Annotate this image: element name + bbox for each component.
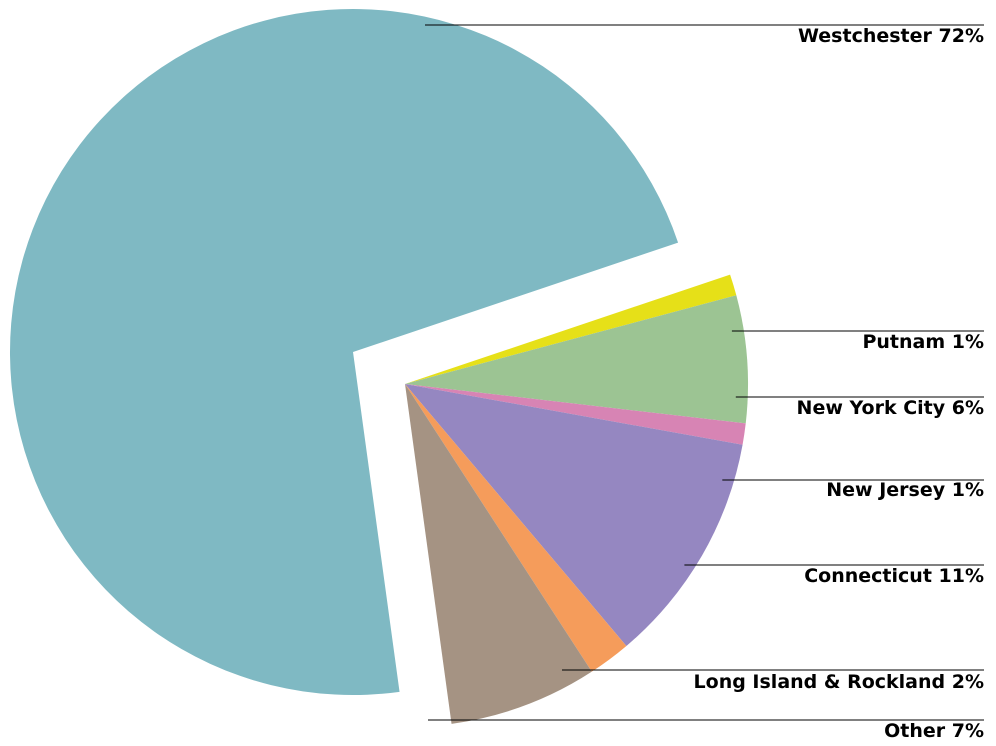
label-connecticut: Connecticut 11% bbox=[804, 565, 984, 587]
label-new-jersey: New Jersey 1% bbox=[826, 479, 984, 501]
slice-new-jersey bbox=[405, 384, 746, 445]
pie-slices bbox=[9, 9, 749, 724]
slice-labels: Westchester 72% Putnam 1% New York City 6%… bbox=[694, 25, 984, 742]
label-long-island-and-rockland: Long Island & Rockland 2% bbox=[694, 671, 984, 693]
slice-new-york-city bbox=[405, 295, 749, 424]
label-westchester: Westchester 72% bbox=[798, 25, 984, 47]
leader-lines bbox=[425, 24, 984, 721]
label-new-york-city: New York City 6% bbox=[797, 397, 984, 419]
slice-long-island-and-rockland bbox=[405, 384, 627, 672]
slice-westchester bbox=[9, 9, 679, 696]
label-putnam: Putnam 1% bbox=[862, 331, 984, 353]
slice-connecticut bbox=[405, 384, 743, 646]
slice-putnam bbox=[405, 274, 737, 384]
label-other: Other 7% bbox=[884, 720, 984, 742]
slice-other bbox=[405, 384, 592, 724]
